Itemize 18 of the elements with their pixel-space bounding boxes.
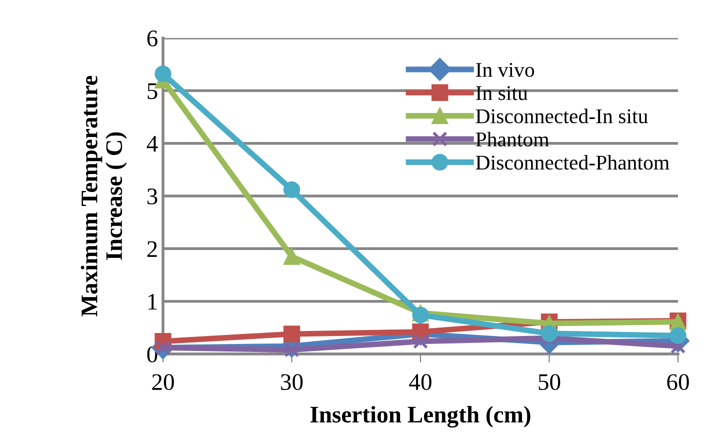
y-axis-title: Maximum Temperature Increase ( C) bbox=[80, 76, 127, 316]
y-tick-label: 1 bbox=[148, 294, 157, 310]
x-tick-label: 20 bbox=[152, 374, 174, 390]
y-tick-label: 2 bbox=[147, 241, 157, 257]
x-tick-label: 40 bbox=[409, 374, 432, 390]
legend-label: Disconnected-In situ bbox=[476, 108, 648, 124]
x-tick-label: 60 bbox=[667, 374, 689, 390]
y-tick-label: 4 bbox=[146, 136, 158, 152]
legend-label: In vivo bbox=[476, 62, 534, 77]
legend-label: Disconnected-Phantom bbox=[476, 155, 670, 170]
y-tick-label: 5 bbox=[148, 83, 158, 100]
x-tick-label: 50 bbox=[538, 374, 560, 390]
legend-label: Phantom bbox=[476, 132, 550, 146]
x-tick-label: 30 bbox=[281, 374, 303, 390]
y-tick-label: 3 bbox=[147, 188, 158, 204]
y-tick-label: 6 bbox=[147, 30, 158, 46]
x-axis-title: Insertion Length (cm) bbox=[310, 406, 530, 428]
legend-label: In situ bbox=[476, 86, 528, 100]
